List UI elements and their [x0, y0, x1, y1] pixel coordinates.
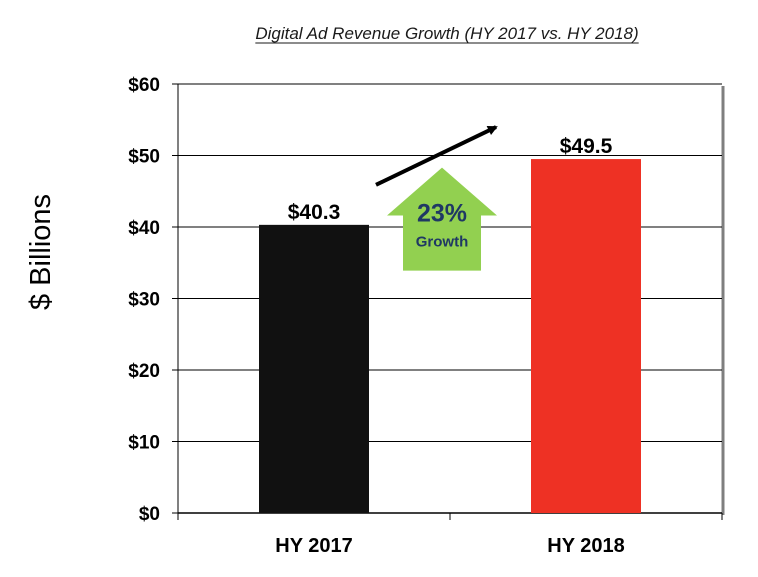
chart-title: Digital Ad Revenue Growth (HY 2017 vs. H…	[255, 24, 638, 43]
y-tick-label: $40	[128, 218, 160, 239]
y-axis-label: $ Billions	[25, 194, 57, 310]
x-tick-label: HY 2018	[547, 535, 624, 557]
y-tick-label: $0	[139, 504, 160, 525]
x-tick-label: HY 2017	[275, 535, 352, 557]
growth-text-label: Growth	[416, 233, 469, 250]
y-tick-label: $50	[128, 147, 160, 168]
data-label: $49.5	[560, 135, 613, 158]
growth-annotation: 23% Growth	[387, 167, 497, 271]
bar-hy-2017	[259, 224, 369, 514]
y-tick-label: $30	[128, 290, 160, 311]
growth-trend-arrow	[375, 125, 498, 187]
y-tick-label: $20	[128, 361, 160, 382]
growth-percent-label: 23%	[417, 199, 467, 227]
data-label: $40.3	[288, 201, 341, 224]
bar-hy-2018	[531, 159, 641, 513]
y-tick-label: $60	[128, 75, 160, 96]
growth-up-arrow	[387, 167, 497, 271]
y-tick-label: $10	[128, 433, 160, 454]
